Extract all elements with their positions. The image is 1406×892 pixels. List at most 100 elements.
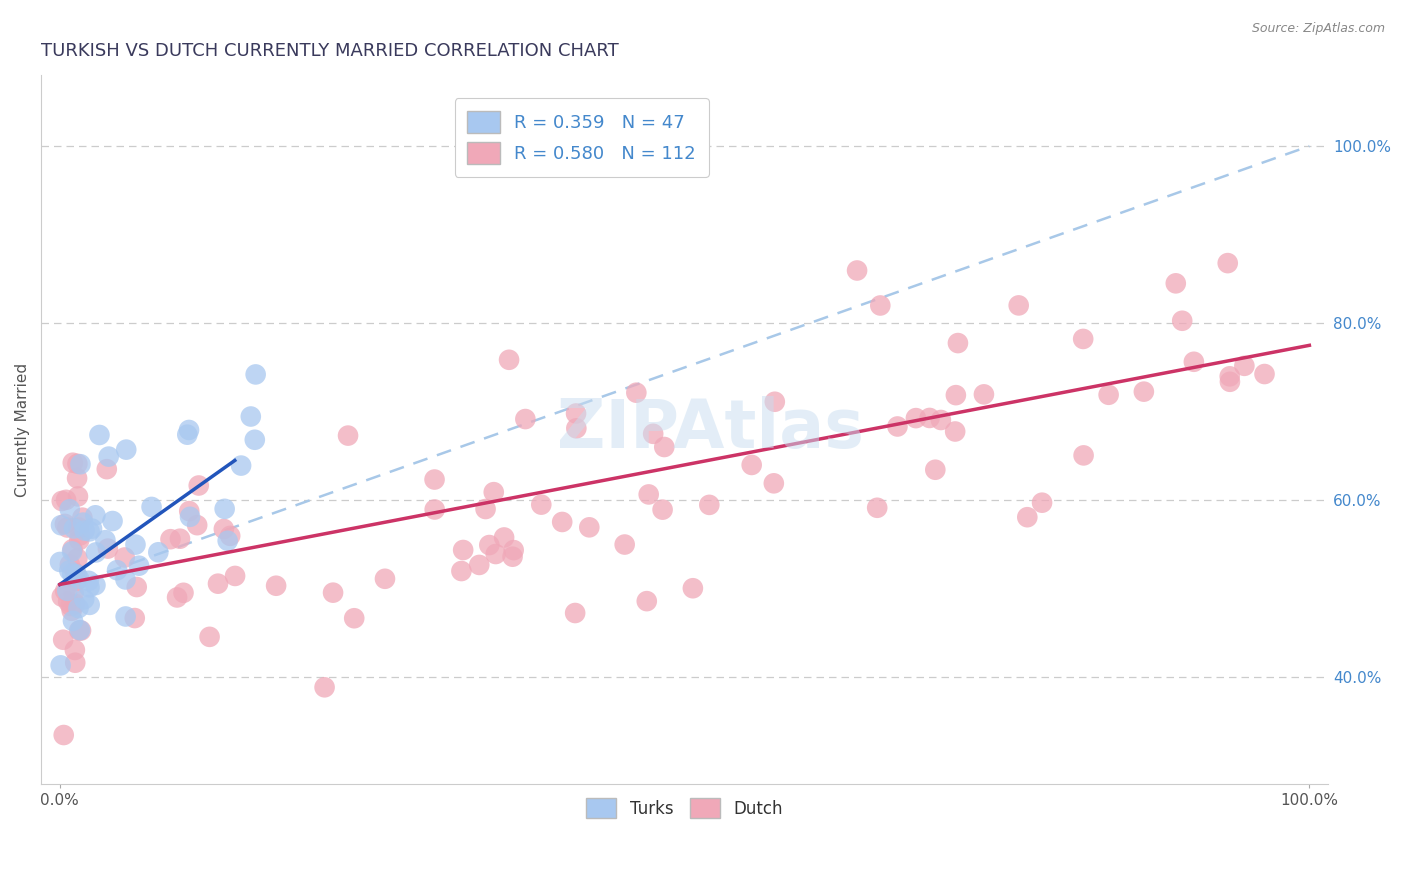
Point bbox=[65, 574, 87, 588]
Point bbox=[63, 643, 86, 657]
Point bbox=[214, 501, 236, 516]
Point bbox=[697, 498, 720, 512]
Point bbox=[450, 564, 472, 578]
Point bbox=[62, 614, 84, 628]
Point bbox=[173, 586, 195, 600]
Point bbox=[578, 520, 600, 534]
Point bbox=[565, 421, 588, 435]
Text: Source: ZipAtlas.com: Source: ZipAtlas.com bbox=[1251, 22, 1385, 36]
Point bbox=[515, 412, 537, 426]
Point bbox=[67, 520, 90, 534]
Point bbox=[502, 549, 524, 564]
Point bbox=[66, 490, 89, 504]
Point bbox=[217, 533, 239, 548]
Point bbox=[67, 601, 90, 615]
Point bbox=[207, 576, 229, 591]
Point bbox=[337, 428, 360, 442]
Point bbox=[115, 442, 138, 457]
Point bbox=[1164, 277, 1187, 291]
Point bbox=[945, 388, 967, 402]
Point bbox=[94, 533, 117, 548]
Point bbox=[224, 569, 246, 583]
Point bbox=[637, 487, 659, 501]
Point bbox=[101, 514, 124, 528]
Point bbox=[451, 543, 474, 558]
Point bbox=[125, 580, 148, 594]
Legend: Turks, Dutch: Turks, Dutch bbox=[579, 791, 790, 825]
Point bbox=[343, 611, 366, 625]
Point bbox=[482, 485, 505, 500]
Point bbox=[60, 604, 83, 618]
Point bbox=[904, 411, 927, 425]
Point bbox=[186, 518, 208, 533]
Point bbox=[67, 624, 90, 638]
Point bbox=[96, 462, 118, 476]
Point bbox=[73, 592, 96, 607]
Point bbox=[1171, 314, 1194, 328]
Point bbox=[1097, 388, 1119, 402]
Point bbox=[682, 581, 704, 595]
Point bbox=[626, 385, 648, 400]
Point bbox=[84, 578, 107, 592]
Point bbox=[636, 594, 658, 608]
Point bbox=[924, 463, 946, 477]
Point bbox=[69, 623, 91, 637]
Point bbox=[72, 516, 94, 530]
Point bbox=[49, 518, 72, 533]
Point bbox=[62, 586, 84, 600]
Point bbox=[159, 532, 181, 546]
Point bbox=[1073, 449, 1095, 463]
Point bbox=[946, 336, 969, 351]
Point bbox=[1233, 359, 1256, 373]
Point bbox=[52, 632, 75, 647]
Point bbox=[374, 572, 396, 586]
Point bbox=[60, 566, 83, 581]
Point bbox=[478, 538, 501, 552]
Point bbox=[179, 504, 201, 518]
Point bbox=[474, 502, 496, 516]
Point bbox=[65, 566, 87, 580]
Point bbox=[1253, 367, 1275, 381]
Point bbox=[652, 440, 675, 454]
Point bbox=[97, 541, 120, 556]
Point bbox=[52, 728, 75, 742]
Point bbox=[97, 450, 120, 464]
Point bbox=[84, 508, 107, 523]
Point bbox=[105, 563, 128, 577]
Point bbox=[80, 522, 103, 536]
Point bbox=[176, 427, 198, 442]
Point bbox=[59, 502, 82, 516]
Point bbox=[1182, 355, 1205, 369]
Point bbox=[55, 492, 77, 507]
Point bbox=[84, 545, 107, 559]
Point bbox=[67, 533, 90, 548]
Point bbox=[166, 591, 188, 605]
Point bbox=[1071, 332, 1094, 346]
Point bbox=[322, 585, 344, 599]
Point bbox=[114, 550, 136, 565]
Text: ZIPAtlas: ZIPAtlas bbox=[557, 396, 863, 462]
Point bbox=[551, 515, 574, 529]
Point bbox=[219, 529, 242, 543]
Point bbox=[59, 558, 82, 572]
Point bbox=[79, 580, 101, 594]
Point bbox=[63, 521, 86, 535]
Point bbox=[613, 537, 636, 551]
Point bbox=[1008, 298, 1031, 312]
Y-axis label: Currently Married: Currently Married bbox=[15, 362, 30, 497]
Point bbox=[264, 579, 287, 593]
Point bbox=[73, 524, 96, 538]
Point bbox=[58, 564, 80, 578]
Point bbox=[77, 574, 100, 588]
Point bbox=[65, 656, 87, 670]
Point bbox=[943, 425, 966, 439]
Text: TURKISH VS DUTCH CURRENTLY MARRIED CORRELATION CHART: TURKISH VS DUTCH CURRENTLY MARRIED CORRE… bbox=[41, 42, 619, 60]
Point bbox=[69, 457, 91, 471]
Point bbox=[1219, 369, 1241, 384]
Point bbox=[763, 394, 786, 409]
Point bbox=[114, 609, 136, 624]
Point bbox=[79, 524, 101, 539]
Point bbox=[56, 520, 79, 534]
Point bbox=[212, 522, 235, 536]
Point bbox=[423, 502, 446, 516]
